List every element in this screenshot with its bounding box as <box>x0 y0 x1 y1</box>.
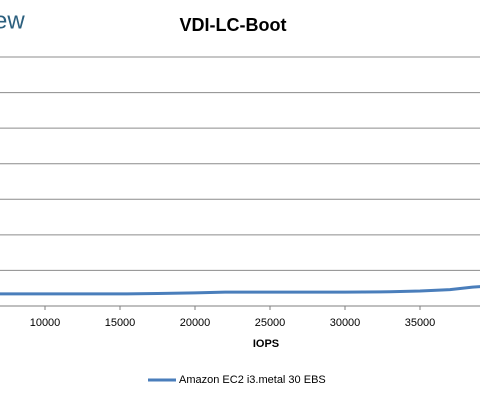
x-axis-label: IOPS <box>253 338 279 350</box>
logo: ew <box>0 7 25 34</box>
x-tick-label: 25000 <box>255 317 286 329</box>
x-tick-label: 35000 <box>405 317 436 329</box>
legend-label: Amazon EC2 i3.metal 30 EBS <box>179 374 326 386</box>
x-tick-label: 20000 <box>180 317 211 329</box>
x-tick-label: 10000 <box>30 317 61 329</box>
series-line <box>0 285 480 296</box>
chart-title: VDI-LC-Boot <box>180 15 287 35</box>
x-tick-label: 30000 <box>330 317 361 329</box>
x-tick-label: 15000 <box>105 317 136 329</box>
